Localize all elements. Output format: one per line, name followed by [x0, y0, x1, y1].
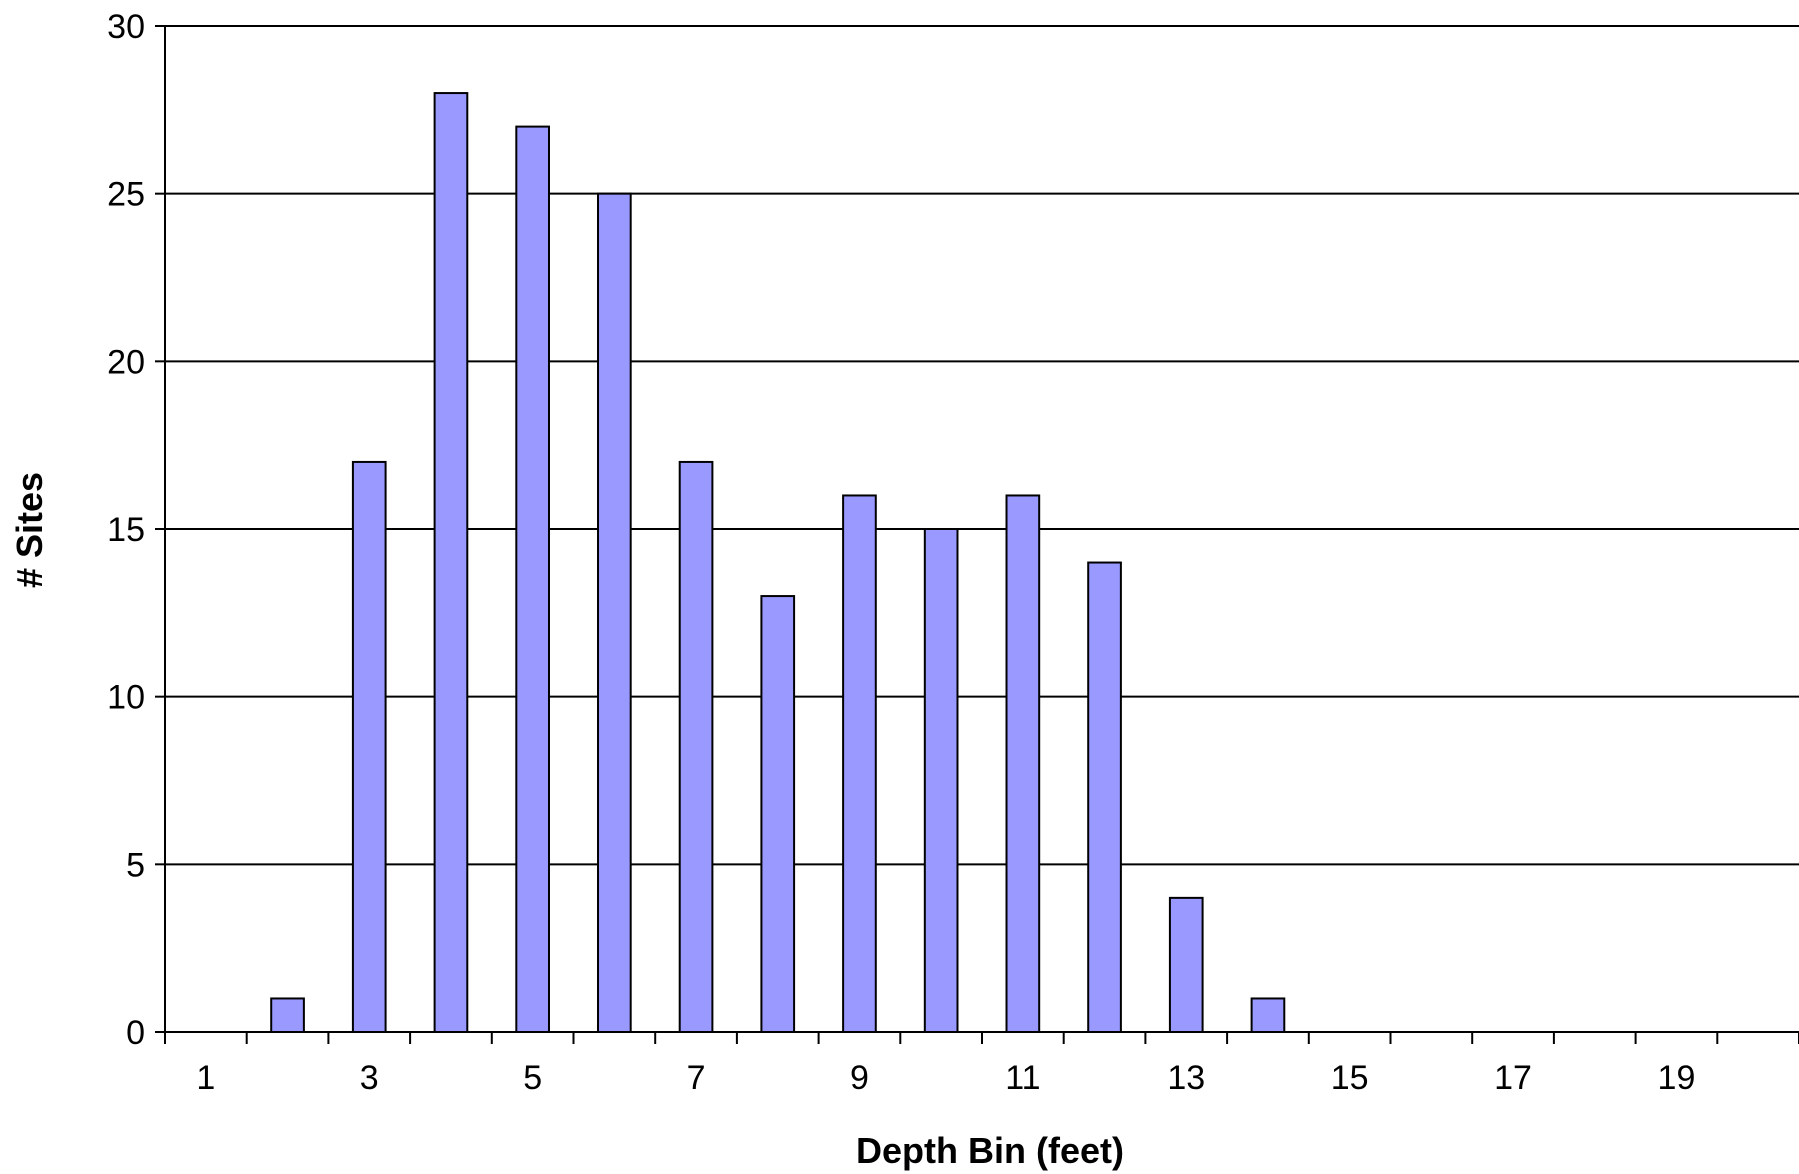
x-tick-label: 5: [523, 1059, 542, 1097]
y-tick-label: 25: [107, 176, 145, 214]
bar-14: [1250, 997, 1286, 1034]
x-axis-title: Depth Bin (feet): [856, 1130, 1124, 1171]
bar-9: [842, 494, 877, 1033]
y-tick-label: 5: [126, 846, 145, 884]
x-tick-label: 19: [1658, 1059, 1696, 1097]
bar-5: [515, 125, 550, 1034]
x-tick-labels: 1 3 5 7 9 11 13 15 17 19: [196, 1059, 1695, 1097]
y-tick-label: 10: [107, 679, 145, 717]
y-tick-label: 20: [107, 343, 145, 381]
y-tick-label: 15: [107, 511, 145, 549]
bar-6: [597, 192, 632, 1033]
bar-12: [1087, 561, 1122, 1033]
x-tick-label: 7: [687, 1059, 706, 1097]
x-tick-label: 11: [1005, 1059, 1040, 1097]
x-tick-label: 3: [360, 1059, 379, 1097]
bars: [270, 92, 1286, 1034]
bar-8: [760, 595, 796, 1033]
y-tick-label: 30: [107, 8, 145, 46]
bar-7: [678, 460, 714, 1033]
x-tick-label: 13: [1167, 1059, 1205, 1097]
bar-2: [270, 997, 305, 1034]
bar-11: [1005, 494, 1041, 1033]
x-tick-label: 1: [196, 1059, 215, 1097]
grid-lines: [165, 25, 1799, 866]
bar-13: [1168, 896, 1204, 1033]
bar-3: [351, 460, 387, 1033]
y-tick-label: 0: [126, 1014, 145, 1052]
x-tick-label: 15: [1331, 1059, 1369, 1097]
y-tick-labels: 0 5 10 15 20 25 30: [107, 8, 145, 1052]
bar-4: [433, 92, 469, 1034]
x-tick-label: 17: [1494, 1059, 1532, 1097]
bar-10: [923, 528, 959, 1033]
y-axis-title: # Sites: [9, 472, 50, 588]
axes: [155, 25, 1799, 1044]
x-tick-label: 9: [850, 1059, 869, 1097]
